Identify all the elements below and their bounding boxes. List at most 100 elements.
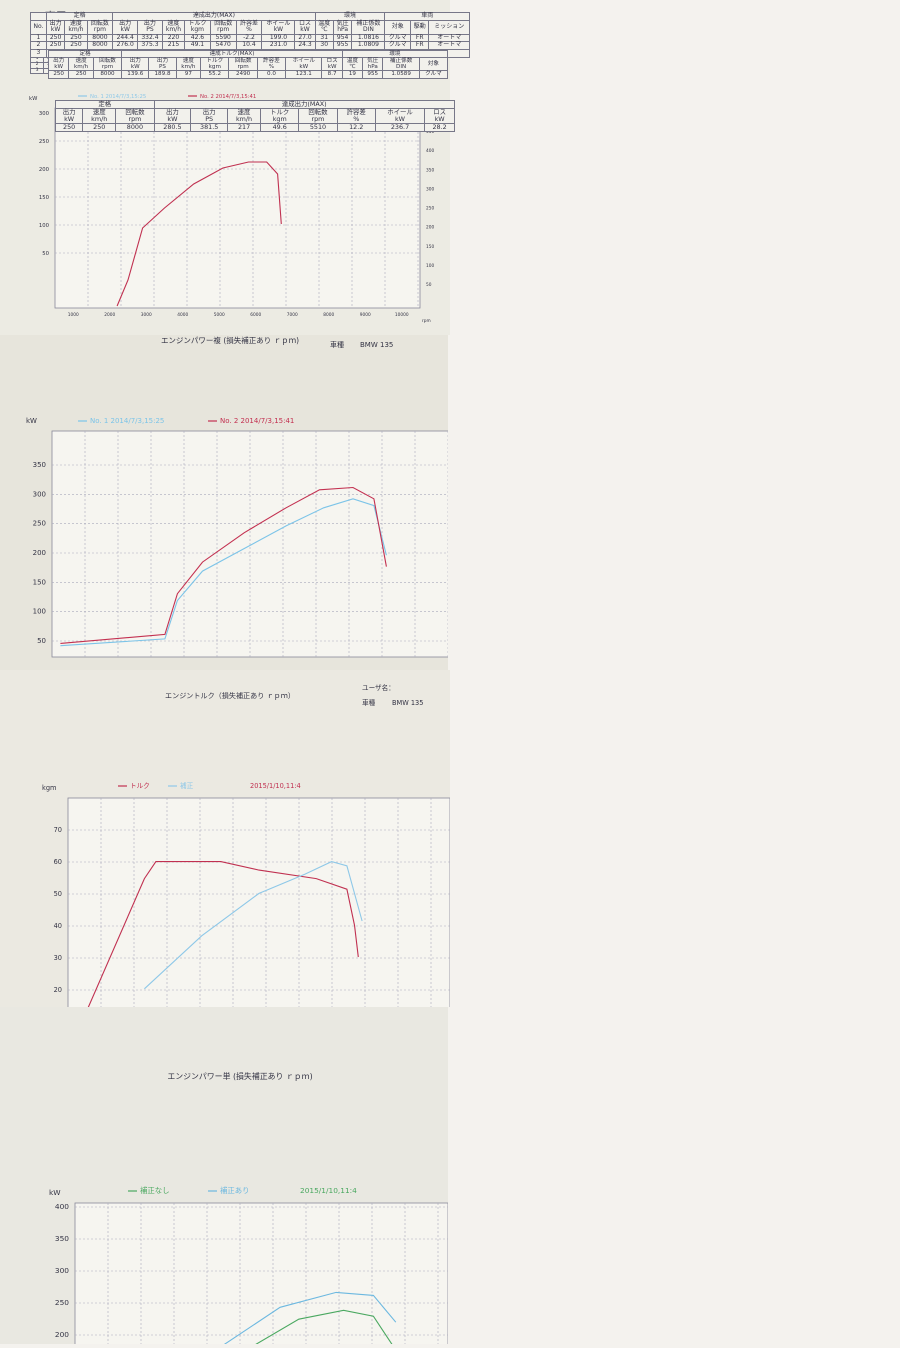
header-cell: 速度 km/h (82, 108, 117, 125)
legend-entry: 2015/1/10,11:4 (300, 1186, 357, 1195)
photo-panel: エンジンパワー単 (損失補正あり ｒｐｍ) 400 350 300 250 200 kW 補正… (0, 99, 456, 1348)
header-cell: ロス kW (294, 19, 316, 35)
y-axis-unit: kW (49, 1188, 61, 1197)
sheet-title: エンジンパワー複 (損失補正あり ｒｐｍ) (161, 335, 299, 345)
data-cell: 250 (64, 41, 88, 50)
x-tick-label: 4000 (177, 312, 188, 318)
group-cell: 達成出力(MAX) (112, 12, 316, 21)
model-value: BMW 135 (360, 341, 393, 349)
x-tick-label: 7000 (287, 312, 298, 318)
header-cell: 気圧 hPa (332, 19, 353, 35)
plot-area (67, 797, 451, 1011)
header-cell: 駆動 (409, 19, 430, 35)
data-cell: 955 (362, 70, 384, 79)
header-cell: ロス kW (321, 57, 343, 72)
x-tick-label: 3000 (141, 312, 152, 318)
sheet-title: エンジントルク（損失補正あり ｒｐｍ） (165, 691, 295, 700)
y-tick-label: 100 (39, 223, 50, 229)
x-tick-label: 9000 (360, 312, 371, 318)
data-cell: 28.2 (424, 123, 455, 133)
photo-collage: SA東雲BOSCHエンジンパワー複 (損失補正あり ｒｐｍ)ユーザ名：車種BMW… (0, 0, 471, 1348)
header-cell: ロス kW (424, 108, 455, 125)
data-cell: 55.2 (200, 70, 230, 79)
header-cell: 出力 kW (47, 57, 70, 72)
legend-entry: No. 2 2014/7/3,15:41 (220, 417, 294, 425)
y-tick-label: 250 (55, 1298, 69, 1307)
y-tick-label: 300 (55, 1266, 69, 1275)
data-cell: FR (409, 41, 430, 50)
header-cell: 速度 km/h (68, 57, 94, 72)
plot-area (51, 430, 471, 658)
group-cell: 環境 (341, 49, 449, 59)
x-tick-label: 1000 (68, 312, 79, 318)
legend-entry: 補正 (180, 781, 194, 790)
header-cell: 速度 km/h (227, 108, 262, 125)
y-tick-label: 30 (54, 954, 62, 962)
model-label: 車種 (362, 698, 376, 707)
chart-sheet: エンジントルク（損失補正あり ｒｐｍ） ユーザ名： 車種 BMW 135 70 60 50 4… (42, 683, 451, 1011)
spec-table: 定格 達成出力(MAX) 出力 kW 速度 km/h 回転数 rpm 出力 kW 出力 PS… (54, 99, 456, 133)
y-tick-label: 350 (55, 1234, 69, 1243)
legend-entry: トルク (130, 782, 150, 790)
y-tick-label: 100 (33, 608, 46, 616)
data-cell: 12.2 (336, 123, 376, 133)
header-row: 出力 kW 速度 km/h 回転数 rpm 出力 kW 出力 PS 速度 km/h トルク … (47, 57, 449, 72)
y-tick-label: 150 (33, 578, 46, 586)
header-cell: 回転数 rpm (115, 108, 155, 125)
data-cell: 8000 (86, 41, 114, 50)
y-axis-unit: kW (29, 96, 38, 102)
header-cell: 温度 ℃ (341, 57, 364, 72)
data-cell: 1.0809 (351, 41, 386, 50)
data-cell: 49.1 (184, 41, 211, 50)
y-tick-label: 20 (54, 986, 62, 994)
y-tick-label: 400 (55, 1202, 69, 1211)
data-cell: 1.0589 (382, 70, 420, 79)
y-axis-unit: kW (26, 417, 37, 425)
y2-tick-label: 350 (426, 167, 434, 173)
data-cell: 8000 (92, 70, 123, 79)
y2-tick-label: 400 (426, 148, 434, 154)
header-cell: 出力 PS (190, 108, 229, 125)
x-tick-label: 6000 (250, 312, 261, 318)
legend-entry: No. 1 2014/7/3,15:25 (90, 94, 146, 100)
y-tick-label: 70 (54, 826, 62, 834)
y-tick-label: 150 (39, 195, 50, 201)
photo-panel: エンジントルク（損失補正あり ｒｐｍ） ユーザ名： 車種 BMW 135 70 60 50 4… (0, 49, 451, 1011)
y-tick-label: 50 (54, 890, 62, 898)
y-tick-label: 350 (33, 461, 46, 469)
dyno-curve (60, 486, 387, 644)
header-cell: 回転数 rpm (298, 108, 338, 125)
data-cell: 250 (47, 70, 70, 79)
y-axis-unit: kgm (42, 784, 56, 792)
data-cell: 276.0 (112, 41, 139, 50)
header-cell: ミッション (428, 19, 470, 35)
plot-area (74, 1202, 449, 1348)
data-cell: 5470 (209, 41, 237, 50)
header-cell: 出力 PS (137, 19, 163, 35)
model-label: 車種 (330, 340, 344, 349)
data-cell: クルマ (418, 70, 449, 79)
y-tick-label: 40 (54, 922, 62, 930)
data-cell: 250 (54, 123, 84, 133)
data-cell: 2490 (228, 70, 258, 79)
header-cell: 回転数 rpm (209, 19, 237, 35)
x-tick-label: 5000 (214, 312, 225, 318)
model-value: BMW 135 (392, 699, 423, 707)
y-tick-label: 50 (42, 251, 49, 257)
group-cell (30, 12, 47, 21)
x-tick-label: 10000 (395, 312, 409, 318)
data-cell: 8000 (115, 123, 155, 133)
header-cell: 速度 km/h (175, 57, 202, 72)
data-cell: 231.0 (261, 41, 296, 50)
y-tick-label: 250 (33, 520, 46, 528)
header-cell: 速度 km/h (64, 19, 88, 35)
data-cell: 139.6 (121, 70, 150, 79)
header-cell: 気圧 hPa (362, 57, 384, 72)
group-cell: 定格 (45, 12, 114, 21)
header-cell: ホイール kW (374, 108, 426, 125)
header-cell: 出力 kW (112, 19, 139, 35)
group-cell: 車両 (384, 12, 470, 21)
data-cell: 375.3 (137, 41, 163, 50)
legend-entry: 補正なし (140, 1186, 170, 1195)
y2-tick-label: 50 (426, 282, 432, 288)
